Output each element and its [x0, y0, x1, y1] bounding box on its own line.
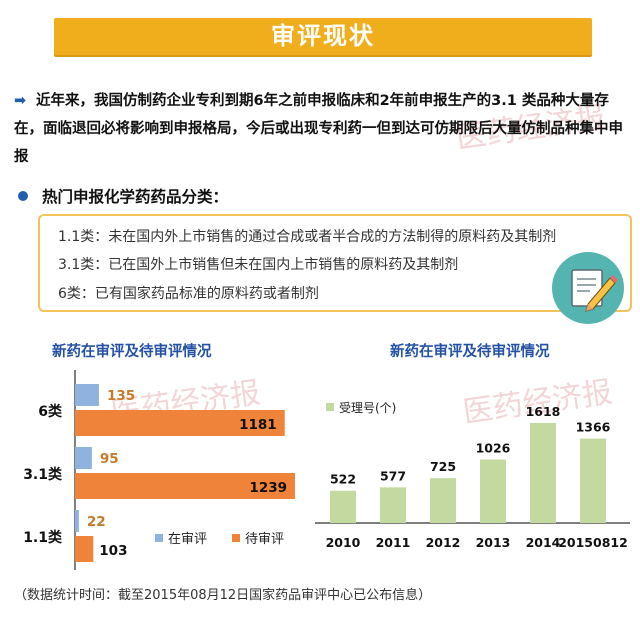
- data-label-pending: 103: [99, 543, 127, 559]
- x-tick-label: 2012: [426, 535, 461, 550]
- category-label: 1.1类: [23, 529, 63, 546]
- bar-pending-review: [75, 410, 285, 436]
- bar: [480, 459, 506, 523]
- legend-label-in-review: 在审评: [168, 532, 207, 547]
- page-title-banner: 审评现状: [54, 18, 592, 55]
- category-label: 6类: [38, 403, 63, 420]
- category-box: 1.1类：未在国内外上市销售的通过合成或者半合成的方法制得的原料药及其制剂 3.…: [38, 214, 632, 312]
- bar-pending-review: [75, 473, 295, 499]
- data-label-pending: 1181: [239, 417, 277, 433]
- bar-in-review: [75, 384, 99, 406]
- legend-label: 受理号(个): [339, 401, 396, 415]
- x-tick-label: 2010: [326, 535, 361, 550]
- intro-paragraph: ➡ 近年来，我国仿制药企业专利到期6年之前申报临床和2年前申报生产的3.1 类品种…: [14, 87, 624, 171]
- data-label-in-review: 22: [87, 514, 106, 530]
- data-label: 1026: [476, 441, 511, 456]
- data-label: 725: [430, 459, 456, 474]
- bar: [330, 490, 356, 523]
- bar-pending-review: [75, 536, 94, 562]
- left-chart-title: 新药在审评及待审评情况: [52, 344, 212, 360]
- x-tick-label: 2013: [476, 535, 511, 550]
- footer-note: （数据统计时间：截至2015年08月12日国家药品审评中心已公布信息）: [14, 588, 432, 603]
- data-label: 577: [380, 468, 406, 483]
- category-item: 3.1类：已在国外上市销售但未在国内上市销售的原料药及其制剂: [58, 257, 459, 273]
- bar: [530, 423, 556, 523]
- bullet-icon: [18, 191, 28, 201]
- right-bar-chart: 受理号(个) 522 2010 577 2011 725 2012 1026 2013 1618 2…: [315, 401, 630, 550]
- bar: [430, 478, 456, 523]
- x-tick-label: 20150812: [558, 535, 628, 550]
- x-tick-label: 2011: [376, 535, 411, 550]
- right-chart-title: 新药在审评及待审评情况: [390, 344, 550, 360]
- bar-in-review: [75, 447, 92, 469]
- legend-label-pending: 待审评: [245, 532, 284, 547]
- category-item: 6类：已有国家药品标准的原料药或者制剂: [58, 286, 319, 302]
- x-tick-label: 2014: [526, 535, 561, 550]
- bar: [380, 487, 406, 523]
- category-item: 1.1类：未在国内外上市销售的通过合成或者半合成的方法制得的原料药及其制剂: [58, 229, 557, 245]
- section-heading-text: 热门申报化学药药品分类：: [42, 188, 229, 206]
- bar: [580, 438, 606, 523]
- pencil-note-icon: [552, 252, 624, 324]
- data-label-in-review: 135: [107, 388, 135, 404]
- data-label: 1618: [526, 404, 561, 419]
- data-label-pending: 1239: [249, 480, 287, 496]
- legend-swatch-pending: [232, 534, 240, 542]
- left-bar-chart: 6类 135 1181 3.1类 95 1239 1.1类 22 103 在审评 待审评: [23, 370, 295, 570]
- data-label: 1366: [576, 420, 611, 435]
- legend-swatch-in-review: [155, 534, 163, 542]
- category-label: 3.1类: [23, 466, 63, 483]
- page-title: 审评现状: [271, 22, 375, 50]
- data-label-in-review: 95: [100, 451, 119, 467]
- bar-in-review: [75, 510, 79, 532]
- section-heading: 热门申报化学药药品分类：: [14, 185, 228, 207]
- intro-text: 近年来，我国仿制药企业专利到期6年之前申报临床和2年前申报生产的3.1 类品种大…: [14, 93, 623, 165]
- arrow-right-icon: ➡: [14, 93, 27, 109]
- legend-swatch: [326, 403, 334, 411]
- data-label: 522: [330, 472, 356, 487]
